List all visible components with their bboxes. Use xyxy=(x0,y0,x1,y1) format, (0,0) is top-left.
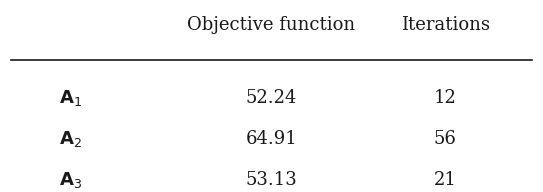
Text: Iterations: Iterations xyxy=(401,16,490,34)
Text: 56: 56 xyxy=(434,130,457,148)
Text: 12: 12 xyxy=(434,89,457,107)
Text: 53.13: 53.13 xyxy=(245,171,298,189)
Text: $\mathbf{A}_2$: $\mathbf{A}_2$ xyxy=(59,129,82,149)
Text: $\mathbf{A}_1$: $\mathbf{A}_1$ xyxy=(59,88,82,108)
Text: Objective function: Objective function xyxy=(187,16,356,34)
Text: 64.91: 64.91 xyxy=(245,130,298,148)
Text: 52.24: 52.24 xyxy=(246,89,297,107)
Text: $\mathbf{A}_3$: $\mathbf{A}_3$ xyxy=(59,170,82,190)
Text: 21: 21 xyxy=(434,171,457,189)
